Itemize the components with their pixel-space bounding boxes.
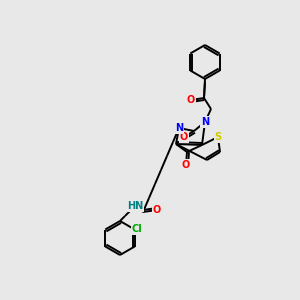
Text: N: N xyxy=(175,123,183,133)
Text: N: N xyxy=(201,117,209,127)
Text: O: O xyxy=(187,95,195,105)
Text: Cl: Cl xyxy=(131,224,142,235)
Text: S: S xyxy=(214,132,222,142)
Text: O: O xyxy=(153,205,161,215)
Text: O: O xyxy=(180,132,188,142)
Text: HN: HN xyxy=(127,201,143,211)
Text: O: O xyxy=(182,160,190,170)
